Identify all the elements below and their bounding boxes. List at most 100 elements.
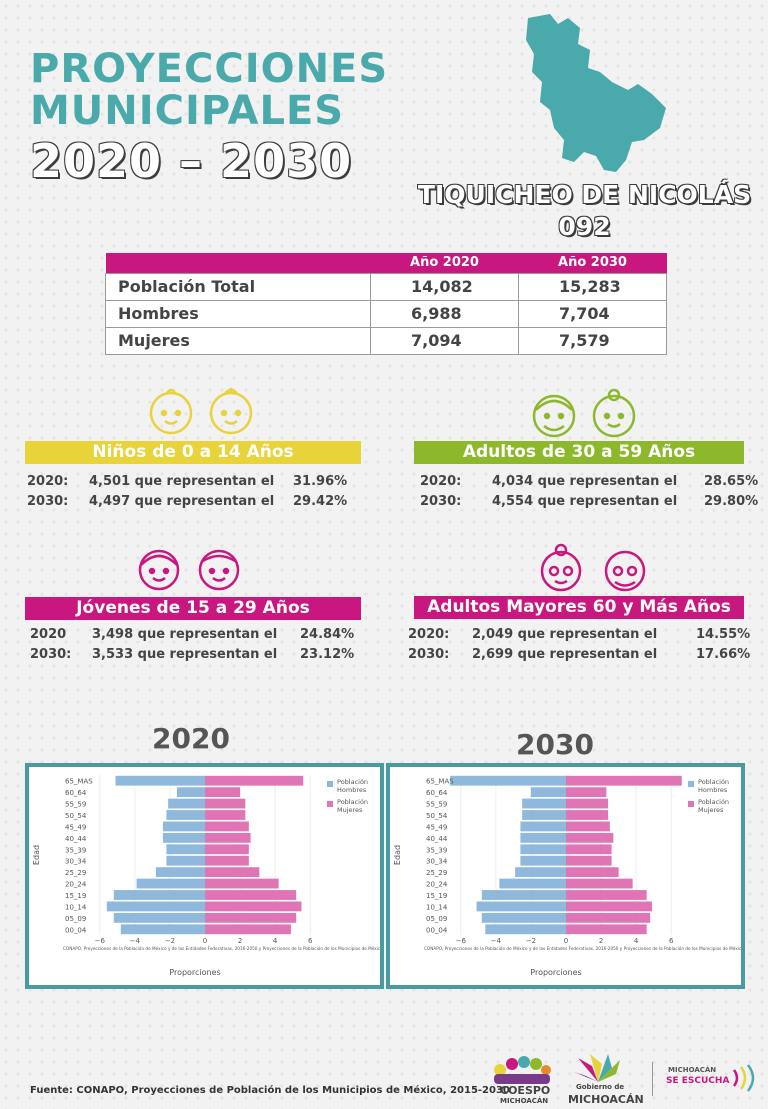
stat-year: 2030:	[408, 647, 450, 662]
y-tick-label: 50_54	[65, 812, 87, 820]
bar-mujeres	[205, 890, 297, 900]
bar-hombres	[520, 844, 566, 855]
bar-mujeres	[205, 855, 249, 866]
jovenes-band: Jóvenes de 15 a 29 Años	[25, 597, 361, 620]
y-tick-label: 35_39	[426, 846, 447, 854]
bar-mujeres	[566, 821, 610, 832]
mayores-stats: 2020: 2,049 que representan el 14.55% 20…	[408, 627, 758, 667]
youth-faces-icon	[138, 549, 240, 591]
x-tick-label: −6	[456, 937, 467, 945]
legend-swatch-mujeres	[327, 801, 333, 807]
chart-year-2020: 2020	[152, 722, 230, 755]
sound-waves-icon	[732, 1064, 755, 1092]
coespo-logo-icon	[494, 1056, 551, 1084]
bar-mujeres	[566, 810, 609, 820]
bar-hombres	[481, 912, 566, 923]
stat-year: 2020:	[27, 474, 69, 489]
y-tick-label: 45_49	[65, 823, 86, 831]
bar-hombres	[113, 912, 205, 923]
bar-hombres	[113, 890, 205, 900]
x-tick-label: −6	[95, 937, 106, 945]
y-tick-label: 35_39	[65, 846, 86, 854]
bar-hombres	[166, 810, 205, 820]
row-value-2030: 15,283	[518, 272, 667, 301]
stat-year: 2020:	[408, 627, 450, 642]
x-tick-label: 0	[564, 937, 568, 945]
adult-faces-icon	[532, 388, 636, 438]
bar-mujeres	[566, 901, 652, 912]
legend-label-mujeres-2: Mujeres	[698, 806, 724, 814]
escucha-logo-text: MICHOACÁN	[668, 1066, 717, 1074]
x-tick-label: 2	[238, 937, 242, 945]
y-tick-label: 00_04	[426, 926, 448, 934]
adultos-band: Adultos de 30 a 59 Años	[414, 441, 744, 464]
y-tick-label: 60_64	[65, 789, 87, 797]
gobierno-logo-subtext: MICHOACÁN	[568, 1093, 644, 1106]
bar-mujeres	[566, 775, 682, 786]
row-label: Hombres	[105, 299, 371, 328]
title-line2: MUNICIPALES	[30, 88, 345, 134]
stat-text: 3,533 que representan el	[92, 647, 278, 662]
mayores-band: Adultos Mayores 60 y Más Años	[414, 596, 744, 619]
gobierno-logo-text: Gobierno de	[576, 1083, 625, 1091]
pyramid-panel-2030: 65_MAS 60_64 55_59 50_54 45_49 40_44 35_39 30_3…	[386, 763, 768, 989]
bar-hombres	[155, 867, 205, 878]
bar-hombres	[522, 810, 566, 820]
y-tick-label: 40_44	[426, 835, 448, 843]
bar-hombres	[115, 775, 205, 786]
row-value-2030: 7,579	[518, 326, 667, 355]
bar-mujeres	[205, 844, 249, 855]
y-tick-label: 05_09	[65, 915, 86, 923]
y-tick-label: 15_19	[426, 892, 447, 900]
stat-text: 4,034 que representan el	[492, 474, 678, 489]
y-tick-label: 60_64	[426, 789, 448, 797]
stat-year: 2030:	[420, 494, 462, 509]
stat-year: 2030:	[27, 494, 69, 509]
chart-year-2030: 2030	[516, 728, 594, 761]
bar-hombres	[522, 798, 566, 809]
bar-hombres	[162, 821, 205, 832]
y-tick-label: 55_59	[65, 801, 86, 809]
bar-hombres	[515, 867, 566, 878]
x-tick-label: −2	[526, 937, 536, 945]
y-tick-label: 40_44	[65, 835, 87, 843]
legend-swatch-mujeres	[688, 801, 694, 807]
bar-mujeres	[205, 821, 249, 832]
elderly-faces-icon	[540, 543, 646, 592]
bar-mujeres	[566, 867, 619, 878]
jovenes-stats: 2020 3,498 que representan el 24.84% 203…	[30, 627, 370, 667]
row-value-2020: 14,082	[370, 272, 519, 301]
row-value-2020: 7,094	[370, 326, 519, 355]
municipality-code: 092	[558, 212, 611, 241]
stat-pct: 14.55%	[696, 627, 751, 642]
legend-label-mujeres-2: Mujeres	[337, 806, 363, 814]
y-tick-label: 20_24	[65, 881, 87, 889]
legend-swatch-hombres	[688, 781, 694, 787]
y-tick-label: 05_09	[426, 915, 447, 923]
bar-hombres	[450, 775, 566, 786]
x-tick-label: −4	[491, 937, 502, 945]
stat-pct: 17.66%	[696, 647, 751, 662]
municipality-name: TIQUICHEO DE NICOLÁS	[417, 180, 752, 209]
bar-mujeres	[205, 787, 241, 798]
stat-year: 2020:	[420, 474, 462, 489]
bar-mujeres	[566, 787, 607, 798]
x-tick-label: 6	[308, 937, 313, 945]
stat-year: 2030:	[30, 647, 72, 662]
stat-text: 4,554 que representan el	[492, 494, 678, 509]
title-line1: PROYECCIONES	[30, 46, 389, 92]
bar-hombres	[499, 878, 566, 889]
bar-mujeres	[205, 775, 304, 786]
bar-hombres	[166, 855, 205, 866]
bar-mujeres	[205, 901, 302, 912]
stat-pct: 28.65%	[704, 474, 759, 489]
table-header-2030: Año 2030	[518, 253, 667, 273]
source-footnote: Fuente: CONAPO, Proyecciones de Població…	[30, 1085, 510, 1096]
y-tick-label: 45_49	[426, 823, 447, 831]
row-label: Población Total	[105, 272, 371, 301]
summary-table: Año 2020 Año 2030 Población Total 14,082…	[105, 253, 667, 355]
bar-mujeres	[566, 912, 651, 923]
bar-hombres	[481, 890, 566, 900]
baby-faces-icon	[149, 387, 253, 435]
bar-mujeres	[205, 867, 260, 878]
